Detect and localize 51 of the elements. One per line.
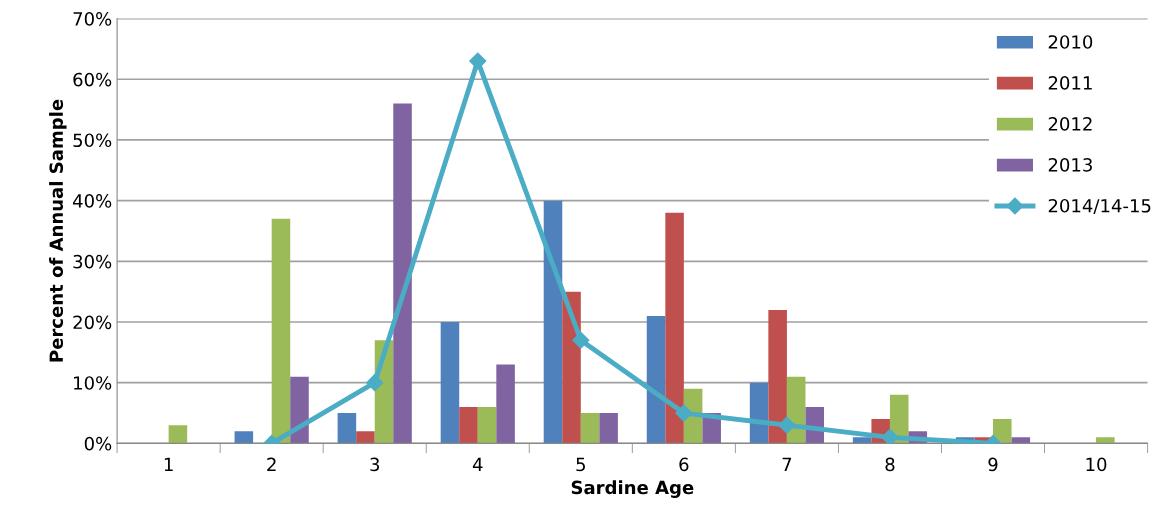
- legend-label: 2014/14-15: [1048, 198, 1151, 215]
- x-tick-label: 9: [988, 457, 998, 472]
- legend-label: 2013: [1048, 157, 1092, 172]
- bar: [271, 218, 291, 444]
- bar: [477, 406, 497, 444]
- bar: [852, 437, 872, 444]
- bar: [665, 212, 684, 444]
- x-tick-label: 6: [679, 457, 689, 472]
- y-tick-label: 20%: [73, 315, 112, 330]
- legend-label: 2011: [1048, 76, 1092, 90]
- bar: [234, 431, 254, 444]
- y-tick-label: 70%: [73, 12, 112, 26]
- x-tick-label: 4: [472, 457, 483, 471]
- bar: [337, 413, 357, 444]
- bar: [599, 413, 618, 444]
- x-tick-label: 1: [164, 457, 173, 471]
- x-tick-label: 3: [370, 457, 380, 472]
- bar: [1011, 437, 1031, 444]
- y-tick-label: 60%: [73, 72, 112, 87]
- bar: [1096, 437, 1115, 444]
- bar: [580, 413, 600, 444]
- point: [778, 416, 796, 434]
- x-tick-label: 8: [885, 457, 895, 472]
- bar: [356, 431, 375, 444]
- point: [881, 428, 899, 444]
- legend-label: 2012: [1048, 117, 1092, 131]
- y-tick-label: 10%: [74, 376, 112, 390]
- y-tick-label: 50%: [73, 133, 112, 148]
- x-tick-label: 2: [267, 457, 276, 471]
- point: [469, 52, 487, 70]
- x-tick-label: 7: [782, 457, 792, 471]
- bar: [993, 419, 1012, 444]
- bar: [543, 200, 563, 444]
- bar: [440, 322, 460, 444]
- x-axis-title: Sardine Age: [571, 480, 694, 498]
- bar: [646, 315, 666, 444]
- x-tick-label: 5: [576, 457, 585, 472]
- bar: [496, 364, 515, 444]
- bar: [768, 309, 787, 444]
- y-axis-title: Percent of Annual Sample: [49, 99, 67, 362]
- y-tick-label: 30%: [73, 254, 112, 269]
- bar: [290, 376, 309, 444]
- y-tick-label: 40%: [72, 194, 112, 208]
- point: [366, 374, 384, 392]
- y-tick-label: 0%: [84, 436, 112, 451]
- point: [572, 331, 590, 349]
- x-tick-label: 10: [1086, 457, 1107, 472]
- legend-label: 2010: [1048, 35, 1093, 49]
- bar: [459, 406, 478, 444]
- bar: [168, 425, 188, 444]
- bar: [393, 103, 412, 444]
